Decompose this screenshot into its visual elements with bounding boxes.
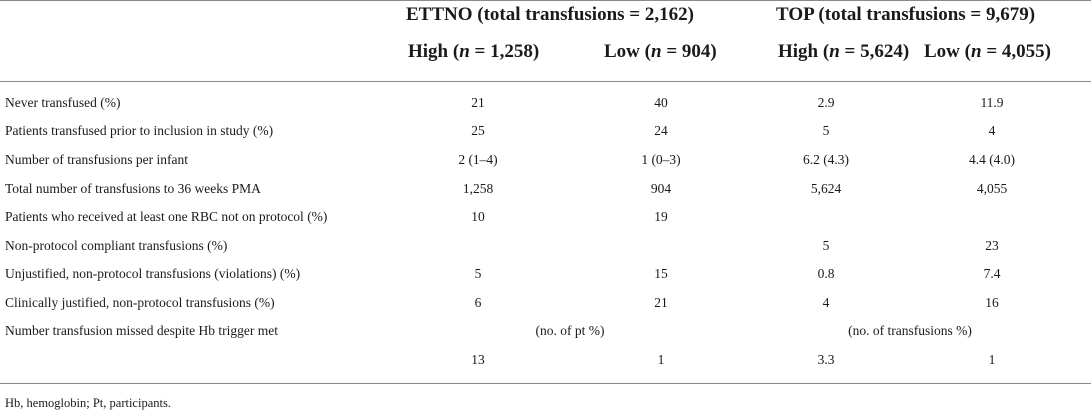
table-cell: 904 [651, 181, 671, 197]
row-label: Patients transfused prior to inclusion i… [5, 123, 273, 139]
table-cell: 2.9 [818, 95, 835, 111]
table-cell: 10 [471, 209, 485, 225]
table-cell: 24 [654, 123, 668, 139]
span-note-top: (no. of transfusions %) [848, 323, 972, 339]
bottom-rule [0, 383, 1091, 384]
table-cell: 15 [654, 266, 668, 282]
table-cell: 1 [989, 352, 996, 368]
table-cell: 16 [985, 295, 999, 311]
column-header-top-low: Low (n = 4,055) [924, 41, 1051, 63]
row-label: Number of transfusions per infant [5, 152, 188, 168]
span-note-ettno: (no. of pt %) [536, 323, 605, 339]
table-cell: 25 [471, 123, 485, 139]
table-cell: 21 [654, 295, 668, 311]
table-cell: 21 [471, 95, 485, 111]
row-label: Non-protocol compliant transfusions (%) [5, 238, 227, 254]
table-cell: 2 (1–4) [458, 152, 497, 168]
row-label: Patients who received at least one RBC n… [5, 209, 327, 225]
row-label: Total number of transfusions to 36 weeks… [5, 181, 261, 197]
column-header-ettno-high: High (n = 1,258) [408, 41, 539, 63]
table-cell: 4.4 (4.0) [969, 152, 1015, 168]
table-cell: 7.4 [984, 266, 1001, 282]
table-cell: 19 [654, 209, 668, 225]
table-cell: 4,055 [977, 181, 1007, 197]
table-cell: 5 [823, 123, 830, 139]
group-header-ettno: ETTNO (total transfusions = 2,162) [406, 4, 694, 26]
table-cell: 6.2 (4.3) [803, 152, 849, 168]
table-footnote: Hb, hemoglobin; Pt, participants. [5, 396, 171, 411]
table-cell: 5,624 [811, 181, 841, 197]
column-header-ettno-low: Low (n = 904) [604, 41, 717, 63]
table-cell: 0.8 [818, 266, 835, 282]
table-cell: 6 [475, 295, 482, 311]
table-cell: 4 [989, 123, 996, 139]
table-cell: 1,258 [463, 181, 493, 197]
table-cell: 1 [658, 352, 665, 368]
row-label: Unjustified, non-protocol transfusions (… [5, 266, 300, 282]
row-label: Clinically justified, non-protocol trans… [5, 295, 275, 311]
column-header-top-high: High (n = 5,624) [778, 41, 909, 63]
table-cell: 23 [985, 238, 999, 254]
top-rule [0, 0, 1091, 1]
table-cell: 4 [823, 295, 830, 311]
table-cell: 13 [471, 352, 485, 368]
table-cell: 5 [475, 266, 482, 282]
group-header-top: TOP (total transfusions = 9,679) [776, 4, 1035, 26]
table-cell: 11.9 [980, 95, 1003, 111]
row-label: Never transfused (%) [5, 95, 120, 111]
header-rule [0, 81, 1091, 82]
table-cell: 5 [823, 238, 830, 254]
row-label: Number transfusion missed despite Hb tri… [5, 323, 278, 339]
table-cell: 40 [654, 95, 668, 111]
table-cell: 3.3 [818, 352, 835, 368]
table-cell: 1 (0–3) [641, 152, 680, 168]
